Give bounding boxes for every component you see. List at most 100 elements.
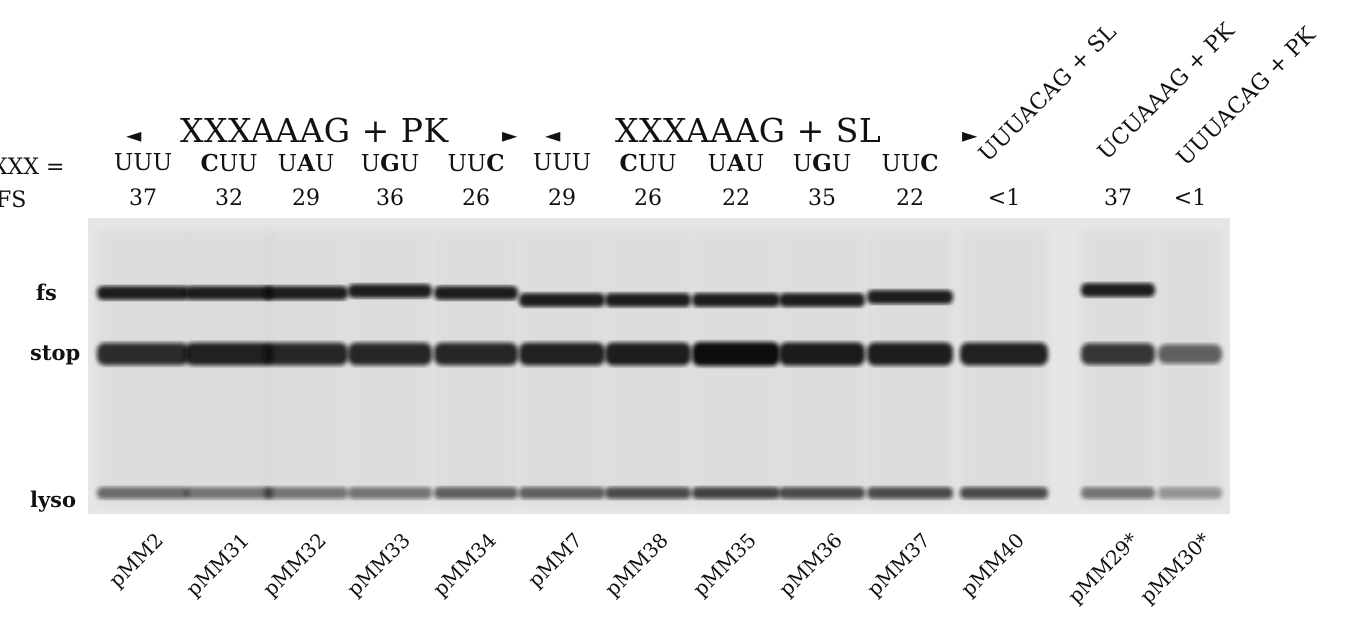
lane-smear [867,230,953,505]
group1-title: XXXAAAG + PK [180,111,449,150]
codon-letter: U [238,151,258,177]
codon-letter: C [486,150,505,177]
stop-band [605,342,691,366]
codon-letter: U [447,151,467,177]
lyso-band [97,487,189,499]
codon-letter: U [792,151,813,177]
band-label-fs: fs [36,280,57,305]
codon-label: UUU [533,150,591,176]
lane-smear [692,230,780,505]
band-label-stop: stop [30,340,81,365]
fs-value: 22 [722,186,750,211]
fs-value: 26 [462,186,490,211]
lyso-band [1158,487,1222,499]
stop-band [185,342,273,366]
codon-letter: U [657,151,677,177]
fs-band [519,293,605,307]
fs-value: 22 [896,186,924,211]
codon-letter: U [399,151,420,177]
group1-left-arrow: ◄ [126,123,142,147]
codon-label: UAU [708,150,765,177]
stop-band [519,342,605,366]
lane-smear [1081,230,1155,505]
codon-letter: C [619,150,638,177]
stop-band [867,342,953,366]
lyso-band [264,487,348,499]
stop-band [264,342,348,366]
codon-letter: G [380,150,400,177]
stop-band [1081,343,1155,365]
codon-label: UUC [881,150,938,177]
fs-band [867,290,953,304]
lyso-band [692,487,780,499]
fs-value: 29 [548,186,576,211]
codon-letter: A [727,150,745,177]
group2-title: XXXAAAG + SL [615,111,882,150]
group2-right-arrow: ► [962,123,978,147]
codon-letter: A [297,150,315,177]
fs-band [264,286,348,300]
fs-band [692,293,780,307]
codon-letter: G [812,150,832,177]
codon-letter: U [152,150,173,176]
fs-value: 36 [376,186,404,211]
codon-label: UUU [114,150,172,176]
codon-letter: U [360,151,381,177]
stop-band [348,342,432,366]
codon-letter: U [113,150,134,176]
stop-band [1158,344,1222,364]
lane-smear [264,230,348,505]
group2-left-arrow: ◄ [545,123,561,147]
codon-letter: U [277,151,298,177]
fs-band [185,286,273,300]
codon-label: UUC [447,150,504,177]
codon-letter: U [900,151,921,177]
fs-value: 37 [1104,186,1132,211]
codon-label: UAU [278,150,335,177]
lane-smear [960,230,1048,505]
fs-band [605,293,691,307]
lyso-band [867,487,953,499]
codon-letter: C [200,150,219,177]
band-label-lyso: lyso [30,487,77,512]
fs-band [1081,283,1155,297]
codon-letter: U [218,151,239,177]
fs-band [779,293,865,307]
fs-value: 35 [808,186,836,211]
codon-label: UGU [793,150,851,177]
fs-value: 26 [634,186,662,211]
fs-band [97,286,189,300]
stop-band [434,342,518,366]
fs-value: 29 [292,186,320,211]
lane-smear [348,230,432,505]
lyso-band [1081,487,1155,499]
lyso-band [779,487,865,499]
lane-smear [185,230,273,505]
codon-letter: U [532,150,553,176]
stop-band [692,342,780,366]
codon-letter: U [133,150,153,176]
lyso-band [605,487,691,499]
lyso-band [348,487,432,499]
stop-band [97,342,189,366]
fs-band [434,286,518,300]
group1-right-arrow: ► [502,123,518,147]
codon-letter: U [707,151,728,177]
codon-letter: U [466,151,487,177]
codon-letter: U [637,151,658,177]
codon-letter: U [314,151,335,177]
lyso-band [960,487,1048,499]
stop-band [960,342,1048,366]
codon-letter: C [920,150,939,177]
fs-value: 37 [129,186,157,211]
codon-letter: U [831,151,852,177]
codon-label: CUU [619,150,676,177]
lane-smear [519,230,605,505]
fs-row-label: FS [0,188,27,213]
stop-band [779,342,865,366]
codon-letter: U [552,150,572,176]
lyso-band [434,487,518,499]
lane-smear [434,230,518,505]
codon-letter: U [744,151,765,177]
